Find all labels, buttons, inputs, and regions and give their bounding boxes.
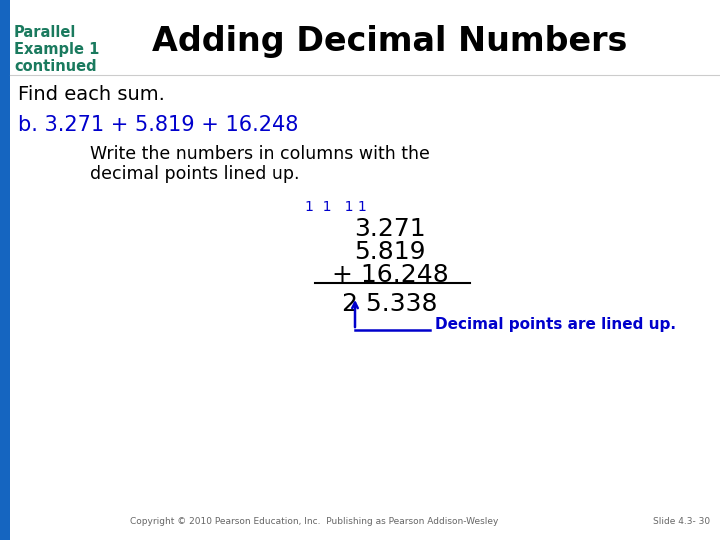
Text: 1  1   1 1: 1 1 1 1 xyxy=(305,200,366,214)
Text: + 16.248: + 16.248 xyxy=(332,263,449,287)
Text: b. 3.271 + 5.819 + 16.248: b. 3.271 + 5.819 + 16.248 xyxy=(18,115,298,135)
Text: Write the numbers in columns with the: Write the numbers in columns with the xyxy=(90,145,430,163)
Text: Copyright © 2010 Pearson Education, Inc.  Publishing as Pearson Addison-Wesley: Copyright © 2010 Pearson Education, Inc.… xyxy=(130,517,498,526)
Text: Adding Decimal Numbers: Adding Decimal Numbers xyxy=(153,25,628,58)
Text: Find each sum.: Find each sum. xyxy=(18,85,165,104)
Text: 3.271: 3.271 xyxy=(354,217,426,241)
Bar xyxy=(0,0,10,540)
Text: Decimal points are lined up.: Decimal points are lined up. xyxy=(435,316,676,332)
Text: decimal points lined up.: decimal points lined up. xyxy=(90,165,300,183)
Text: continued: continued xyxy=(14,59,96,74)
Text: Parallel: Parallel xyxy=(14,25,76,40)
Text: Example 1: Example 1 xyxy=(14,42,99,57)
Text: 2 5.338: 2 5.338 xyxy=(342,292,438,316)
Text: 5.819: 5.819 xyxy=(354,240,426,264)
Text: Slide 4.3- 30: Slide 4.3- 30 xyxy=(653,517,710,526)
